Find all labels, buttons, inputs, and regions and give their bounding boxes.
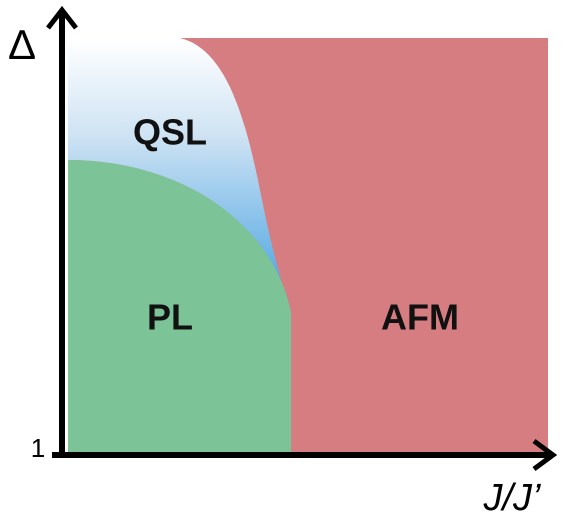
- pl-region: [68, 160, 291, 452]
- y-tick-label: 1: [31, 433, 45, 463]
- region-label: PL: [147, 297, 193, 338]
- y-arrow: [46, 5, 78, 30]
- region-label: QSL: [133, 112, 207, 153]
- x-arrow: [532, 438, 558, 472]
- x-axis-label: J/J’: [483, 477, 542, 519]
- y-axis-label: Δ: [8, 21, 36, 68]
- region-label: AFM: [381, 297, 459, 338]
- qsl-region: [68, 38, 291, 312]
